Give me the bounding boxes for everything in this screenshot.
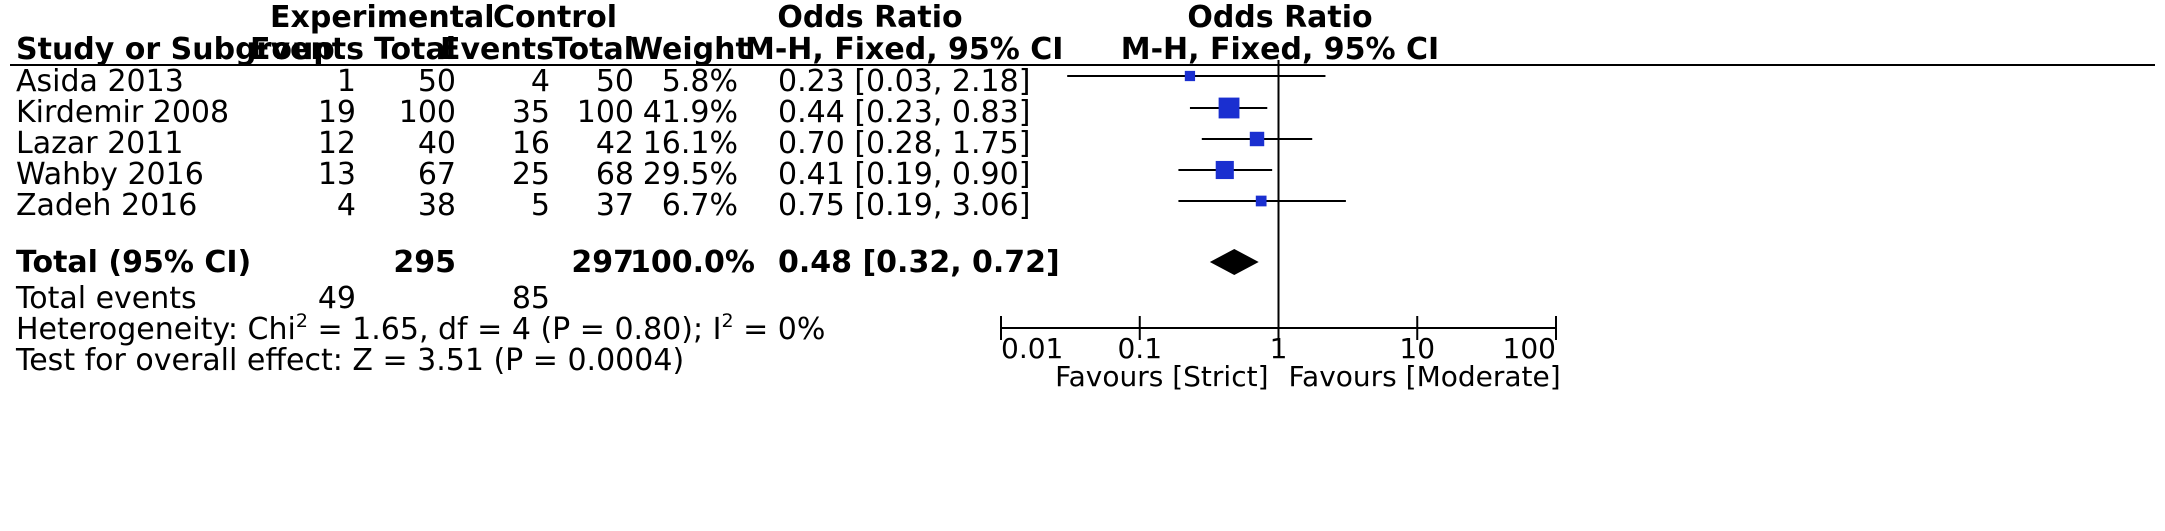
weight-value: 5.8% [661,64,738,99]
ctl-total: 68 [595,157,634,192]
ctl-events: 4 [530,64,550,99]
ctl-events: 5 [530,188,550,223]
study-name: Asida 2013 [16,64,184,99]
plot-header-method: M-H, Fixed, 95% CI [1120,32,1440,67]
x-axis-tick-label: 1 [1270,332,1288,365]
ctl-events-sum: 85 [511,281,550,316]
exp-events: 4 [336,188,356,223]
study-name: Zadeh 2016 [16,188,198,223]
total-label: Total (95% CI) [16,245,252,280]
pooled-effect-diamond [1209,249,1259,275]
exp-events: 19 [317,95,356,130]
exp-events: 13 [317,157,356,192]
ctl-events-header: Events [440,32,554,67]
study-name: Wahby 2016 [16,157,204,192]
weight-value: 29.5% [642,157,738,192]
experimental-group-header: Experimental [270,0,495,35]
exp-total: 38 [417,188,456,223]
x-axis-tick-label: 0.1 [1117,332,1162,365]
ctl-total: 37 [595,188,634,223]
ctl-events: 16 [511,126,550,161]
exp-total: 50 [417,64,456,99]
header-divider [10,64,2155,66]
control-group-header: Control [492,0,617,35]
weight-header: Weight [630,32,750,67]
x-axis-tick-label: 100 [1503,332,1556,365]
weight-value: 16.1% [642,126,738,161]
study-column-header: Study or Subgroup [16,32,335,67]
ctl-events: 25 [511,157,550,192]
favours-left-label: Favours [Strict] [1055,360,1268,393]
total-weight: 100.0% [630,245,755,280]
study-name: Kirdemir 2008 [16,95,230,130]
odds-ratio-ci: 0.23 [0.03, 2.18] [778,64,1031,99]
exp-total-header: Total [374,32,456,67]
odds-ratio-ci: 0.75 [0.19, 3.06] [778,188,1031,223]
total-events-label: Total events [16,281,197,316]
ctl-events: 35 [511,95,550,130]
ctl-total-header: Total [552,32,634,67]
odds-ratio-ci: 0.41 [0.19, 0.90] [778,157,1031,192]
odds-ratio-ci: 0.70 [0.28, 1.75] [778,126,1031,161]
heterogeneity-text: Heterogeneity: Chi2 = 1.65, df = 4 (P = … [16,310,826,348]
weight-value: 6.7% [661,188,738,223]
ctl-total: 50 [595,64,634,99]
exp-events-header: Events [250,32,364,67]
odds-ratio-column-header: Odds Ratio [777,0,963,35]
favours-right-label: Favours [Moderate] [1289,360,1561,393]
x-axis-tick-label: 0.01 [1001,332,1063,365]
study-effect-marker [1249,131,1265,147]
exp-events: 12 [317,126,356,161]
exp-total: 40 [417,126,456,161]
study-effect-marker [1215,160,1234,180]
overall-effect-text: Test for overall effect: Z = 3.51 (P = 0… [16,343,685,378]
plot-header-title: Odds Ratio [1187,0,1373,35]
exp-total: 67 [417,157,456,192]
study-effect-marker [1218,97,1240,119]
ctl-total-sum: 297 [571,245,634,280]
exp-events-sum: 49 [317,281,356,316]
study-name: Lazar 2011 [16,126,184,161]
exp-total: 100 [398,95,456,130]
ctl-total: 42 [595,126,634,161]
study-effect-marker [1255,195,1267,207]
study-effect-marker [1184,70,1196,82]
odds-ratio-ci: 0.44 [0.23, 0.83] [778,95,1031,130]
exp-events: 1 [336,64,356,99]
x-axis-tick-label: 10 [1399,332,1435,365]
ctl-total: 100 [576,95,634,130]
weight-value: 41.9% [642,95,738,130]
pooled-odds-ratio-ci: 0.48 [0.32, 0.72] [778,245,1060,280]
exp-total-sum: 295 [393,245,456,280]
